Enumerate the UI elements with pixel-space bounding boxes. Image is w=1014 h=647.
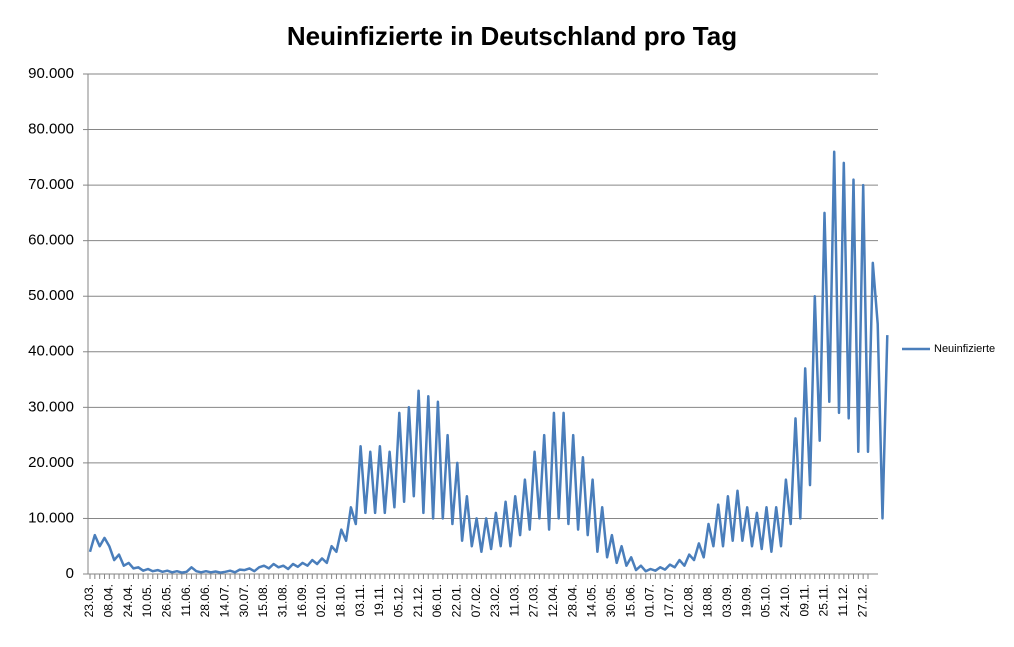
data-line: [88, 150, 889, 574]
x-tick-label: 24.04.: [121, 584, 135, 617]
legend-label: Neuinfizierte: [934, 343, 995, 355]
x-tick-label: 28.06.: [198, 584, 212, 617]
x-tick-label: 03.09.: [720, 584, 734, 617]
x-tick-label: 18.10.: [333, 584, 347, 617]
x-tick-label: 23.03.: [82, 584, 96, 617]
y-tick-label: 70.000: [28, 176, 74, 193]
x-tick-label: 22.01.: [449, 584, 463, 617]
x-tick-label: 17.07.: [662, 584, 676, 617]
x-tick-label: 11.03.: [507, 584, 521, 616]
y-tick-label: 30.000: [28, 398, 74, 415]
x-tick-label: 08.04.: [102, 584, 116, 617]
x-tick-label: 18.08.: [701, 584, 715, 617]
x-tick-label: 14.05.: [585, 584, 599, 617]
x-tick-label: 28.04.: [565, 584, 579, 617]
x-tick-label: 27.03.: [527, 584, 541, 617]
y-tick-label: 40.000: [28, 343, 74, 360]
x-tick-label: 26.05.: [159, 584, 173, 617]
x-tick-label: 21.12.: [411, 584, 425, 617]
x-tick-label: 09.11.: [797, 584, 811, 616]
x-tick-label: 19.09.: [739, 584, 753, 617]
y-tick-label: 80.000: [28, 121, 74, 138]
y-tick-label: 90.000: [28, 65, 74, 82]
y-tick-label: 50.000: [28, 287, 74, 304]
x-tick-label: 19.11.: [372, 584, 386, 616]
x-tick-label: 11.12.: [836, 584, 850, 616]
x-tick-label: 30.05.: [604, 584, 618, 617]
x-tick-label: 12.04.: [546, 584, 560, 617]
x-tick-label: 15.08.: [256, 584, 270, 617]
x-tick-label: 30.07.: [237, 584, 251, 617]
x-tick-label: 14.07.: [217, 584, 231, 617]
y-tick-label: 10.000: [28, 509, 74, 526]
y-tick-label: 60.000: [28, 232, 74, 249]
x-tick-label: 05.10.: [759, 584, 773, 617]
x-tick-label: 24.10.: [778, 584, 792, 617]
x-tick-label: 11.06.: [179, 584, 193, 616]
y-tick-label: 20.000: [28, 454, 74, 471]
x-tick-label: 23.02.: [488, 584, 502, 617]
x-tick-label: 01.07.: [643, 584, 657, 617]
chart-title: Neuinfizierte in Deutschland pro Tag: [287, 21, 737, 51]
x-tick-label: 05.12.: [391, 584, 405, 617]
x-tick-label: 07.02.: [469, 584, 483, 617]
y-tick-label: 0: [66, 565, 74, 582]
x-tick-label: 02.08.: [681, 584, 695, 617]
x-tick-label: 31.08.: [275, 584, 289, 617]
x-tick-label: 10.05.: [140, 584, 154, 617]
x-tick-label: 02.10.: [314, 584, 328, 617]
x-tick-label: 25.11.: [817, 584, 831, 616]
x-tick-label: 15.06.: [623, 584, 637, 617]
x-tick-label: 03.11.: [353, 584, 367, 616]
x-tick-label: 06.01.: [430, 584, 444, 617]
x-tick-label: 27.12.: [855, 584, 869, 617]
x-tick-label: 16.09.: [295, 584, 309, 617]
